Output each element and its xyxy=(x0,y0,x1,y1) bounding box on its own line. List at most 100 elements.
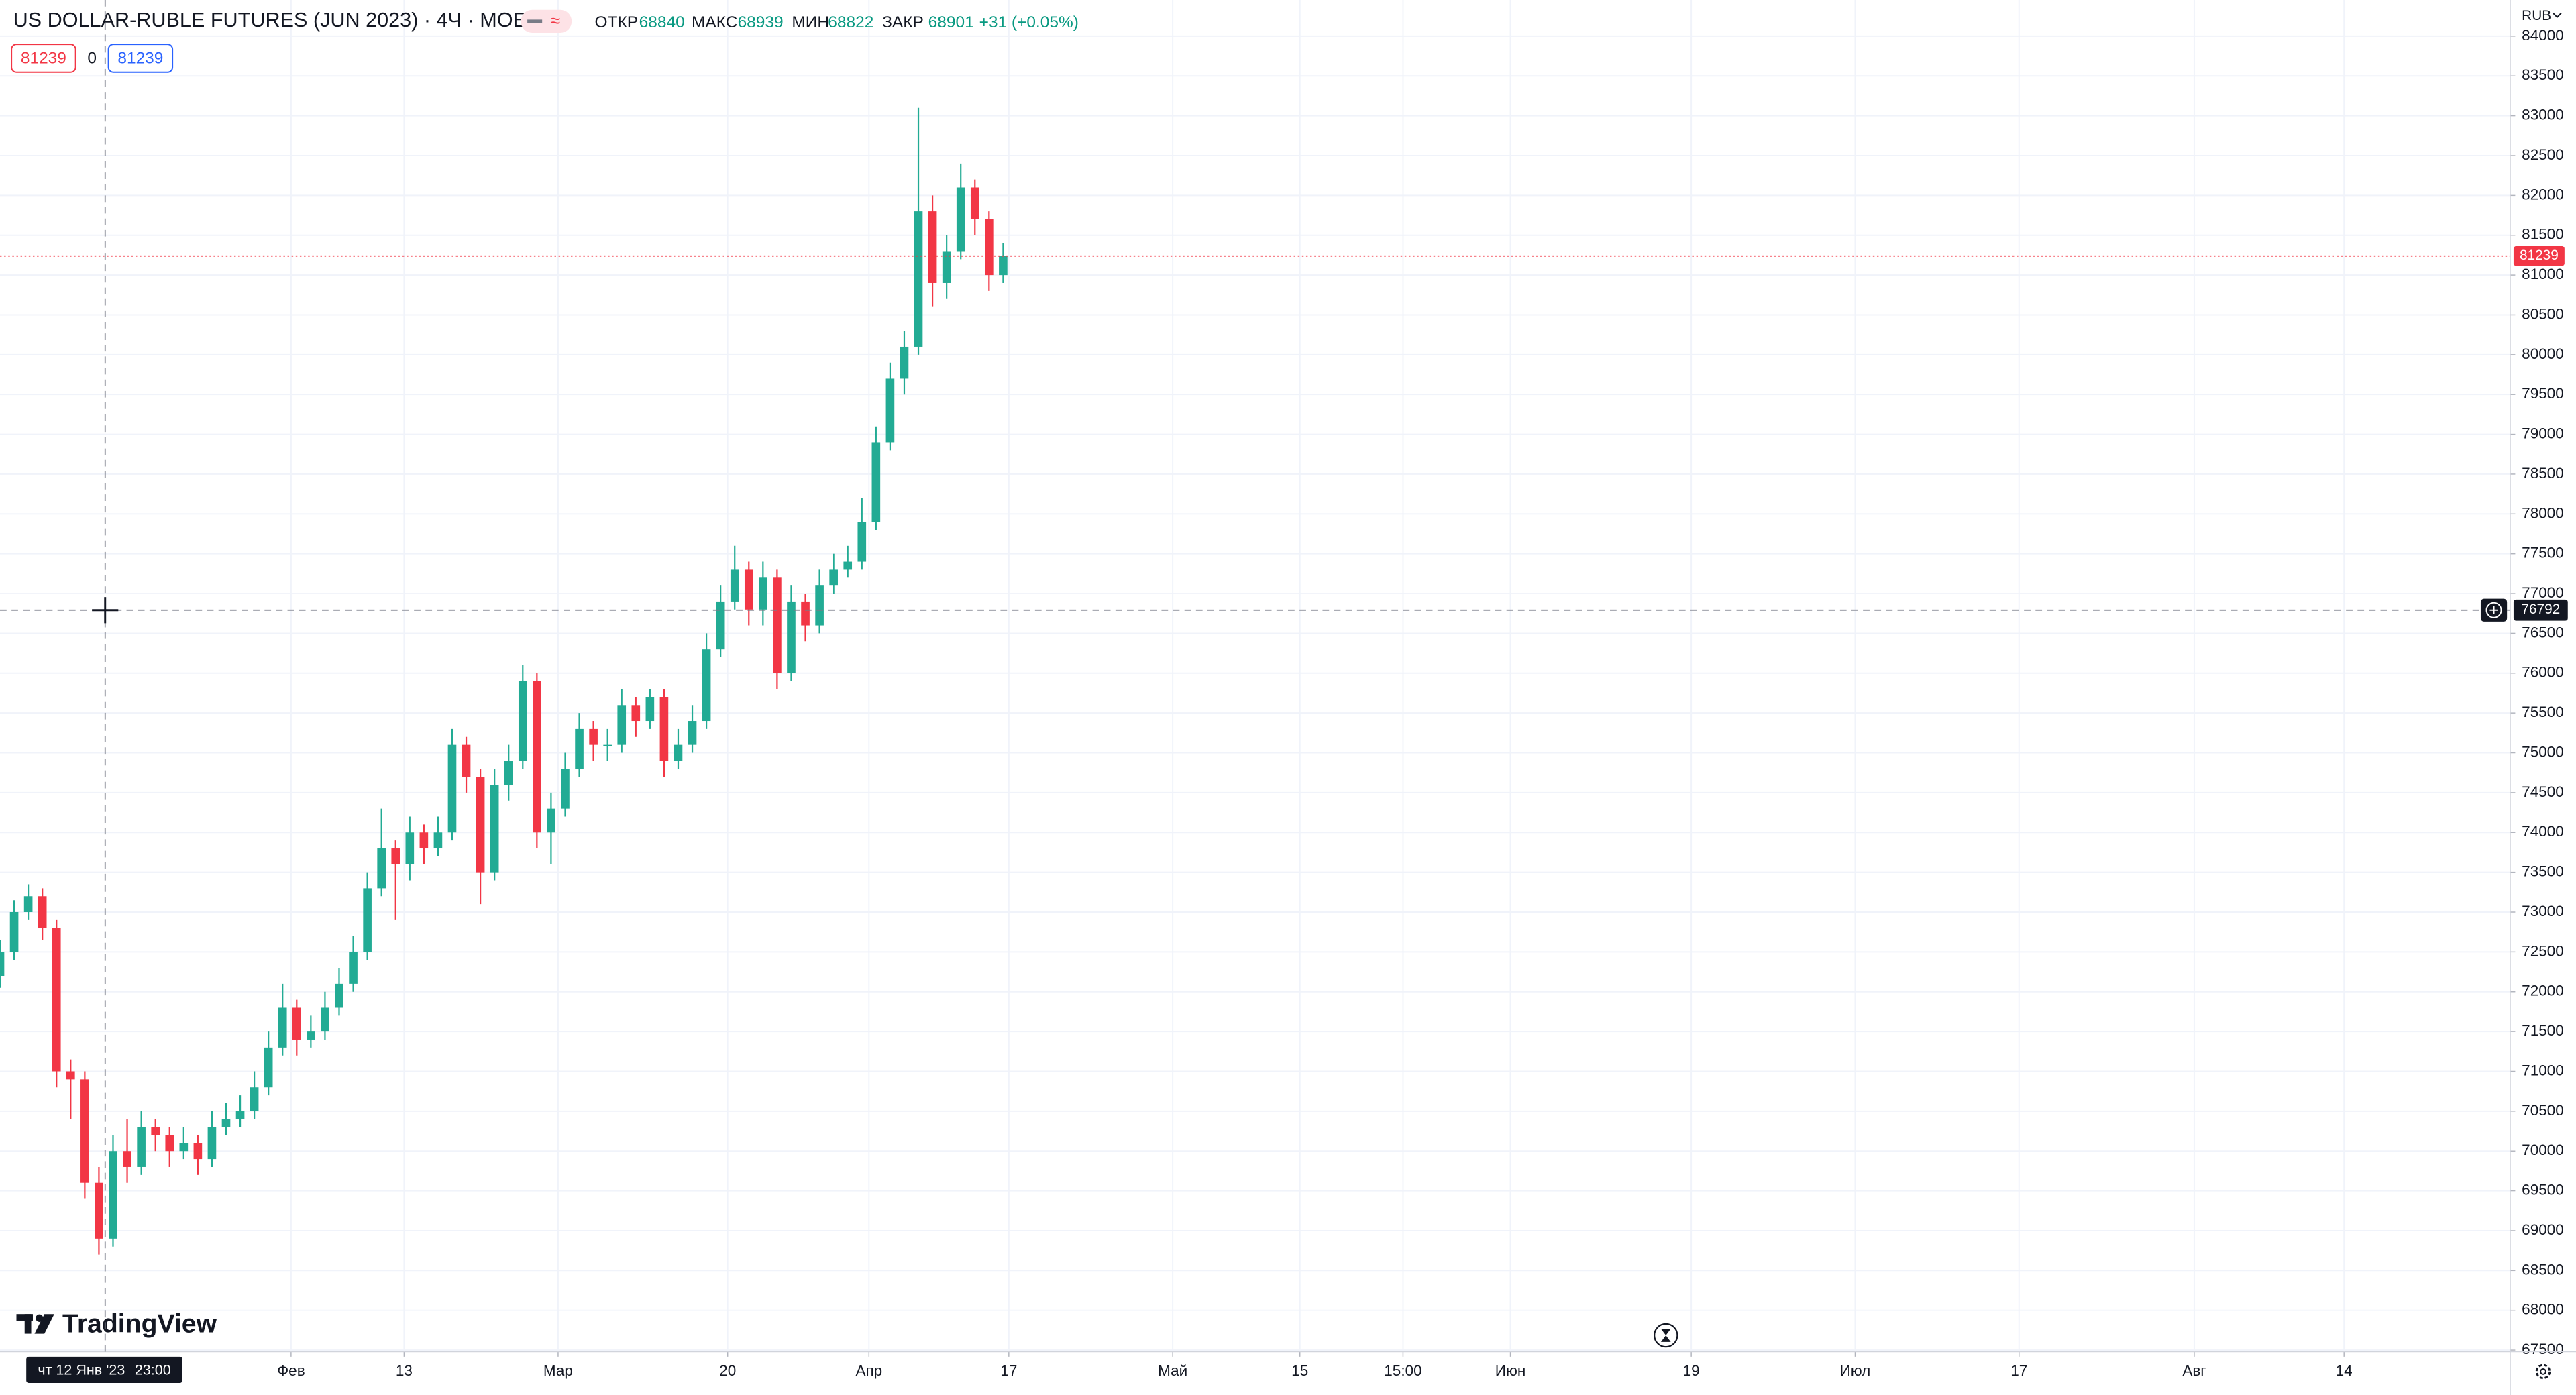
candle-body xyxy=(0,952,5,976)
candles xyxy=(0,107,1008,1255)
candle-body xyxy=(9,912,19,952)
logo-mark xyxy=(36,1314,44,1322)
candle-body xyxy=(900,346,909,379)
last-price-label: 81239 xyxy=(2520,247,2559,263)
x-tick-label: Мар xyxy=(543,1362,573,1379)
change: +31 (+0.05%) xyxy=(979,13,1079,32)
x-tick-label: 17 xyxy=(2010,1362,2027,1379)
low-label: МИН xyxy=(792,13,829,32)
logo: TradingView xyxy=(16,1310,217,1339)
buy-button[interactable] xyxy=(107,44,174,73)
candle-body xyxy=(688,721,697,745)
candle-body xyxy=(490,785,499,873)
candle-body xyxy=(674,744,683,761)
candle-body xyxy=(377,848,386,889)
logo-mark xyxy=(34,1314,54,1334)
y-tick-label: 78000 xyxy=(2522,504,2564,521)
x-tick-label: Июн xyxy=(1495,1362,1526,1379)
candle-body xyxy=(857,522,867,562)
candle-body xyxy=(151,1127,160,1135)
icon xyxy=(2553,12,2562,19)
x-tick-label: 13 xyxy=(396,1362,413,1379)
candle-body xyxy=(95,1182,103,1239)
y-tick-label: 81000 xyxy=(2522,266,2564,282)
sell-price: 81239 xyxy=(21,50,66,68)
sell-button[interactable] xyxy=(11,44,76,73)
candle-body xyxy=(179,1143,189,1152)
candle-body xyxy=(843,561,853,570)
icon: ≈ xyxy=(550,11,560,31)
candle-body xyxy=(363,888,372,952)
logo-mark xyxy=(24,1314,32,1334)
y-tick-label: 69000 xyxy=(2522,1221,2564,1238)
candle-body xyxy=(575,728,584,769)
x-tick-label: Фев xyxy=(277,1362,305,1379)
x-tick-label: Авг xyxy=(2182,1362,2206,1379)
open-value: 68840 xyxy=(639,13,685,32)
y-tick-label: 74500 xyxy=(2522,783,2564,800)
y-tick-label: 75000 xyxy=(2522,743,2564,760)
candle-body xyxy=(405,832,415,864)
y-tick-label: 83000 xyxy=(2522,107,2564,123)
y-tick-label: 80000 xyxy=(2522,345,2564,362)
currency[interactable]: RUB xyxy=(2522,8,2551,23)
candle-body xyxy=(52,928,61,1072)
candle-body xyxy=(476,777,485,873)
candle-body xyxy=(985,219,994,276)
y-tick-label: 76500 xyxy=(2522,624,2564,640)
y-tick-label: 73500 xyxy=(2522,863,2564,880)
candle-body xyxy=(109,1151,117,1239)
replay-button[interactable] xyxy=(1654,1323,1678,1348)
y-tick-label: 72000 xyxy=(2522,983,2564,999)
candle-body xyxy=(730,569,739,602)
y-tick-label: 79500 xyxy=(2522,385,2564,402)
candle-body xyxy=(603,744,612,746)
indicator-toggle[interactable] xyxy=(521,9,572,33)
y-tick-label: 77000 xyxy=(2522,584,2564,601)
add-alert-icon xyxy=(2489,606,2498,614)
crosshair-time-box xyxy=(26,1356,182,1384)
y-tick-label: 68000 xyxy=(2522,1301,2564,1318)
crosshair-day-label: чт 12 Янв '23 xyxy=(38,1361,125,1378)
candle-body xyxy=(137,1127,146,1167)
candle-body xyxy=(193,1143,203,1160)
y-tick-label: 76000 xyxy=(2522,664,2564,681)
logo-text: TradingView xyxy=(62,1310,217,1339)
candle-body xyxy=(235,1111,245,1119)
candle-body xyxy=(956,187,965,252)
x-tick-label: 17 xyxy=(1000,1362,1017,1379)
y-tick-label: 72500 xyxy=(2522,942,2564,959)
x-tick-label: 19 xyxy=(1683,1362,1700,1379)
candle-body xyxy=(970,187,979,219)
y-tick-label: 73000 xyxy=(2522,903,2564,919)
candle-body xyxy=(80,1079,89,1183)
x-tick-label: Июл xyxy=(1840,1362,1871,1379)
candle-body xyxy=(942,251,951,283)
candle-body xyxy=(999,256,1008,276)
candle-body xyxy=(292,1007,301,1040)
candle-body xyxy=(631,705,641,722)
candle-body xyxy=(928,211,937,283)
candle-body xyxy=(504,761,513,785)
candle-body xyxy=(391,848,400,864)
candle-body xyxy=(307,1031,315,1040)
y-tick-label: 70500 xyxy=(2522,1102,2564,1119)
icon xyxy=(2540,1368,2546,1375)
y-tick-label: 83500 xyxy=(2522,66,2564,83)
y-tick-label: 81500 xyxy=(2522,226,2564,243)
candle-body xyxy=(716,601,725,650)
candle-body xyxy=(278,1007,287,1048)
high-value: 68939 xyxy=(738,13,784,32)
candle-body xyxy=(759,577,767,610)
candle-body xyxy=(533,681,541,833)
buy-price: 81239 xyxy=(117,50,163,68)
open-label: ОТКР xyxy=(595,13,639,32)
candle-body xyxy=(871,442,881,522)
settings-button[interactable] xyxy=(2535,1363,2551,1380)
spread: 0 xyxy=(87,50,97,68)
high-label: МАКС xyxy=(692,13,737,32)
y-tick-label: 79000 xyxy=(2522,425,2564,442)
icon xyxy=(527,19,543,23)
candle-body xyxy=(165,1135,174,1152)
